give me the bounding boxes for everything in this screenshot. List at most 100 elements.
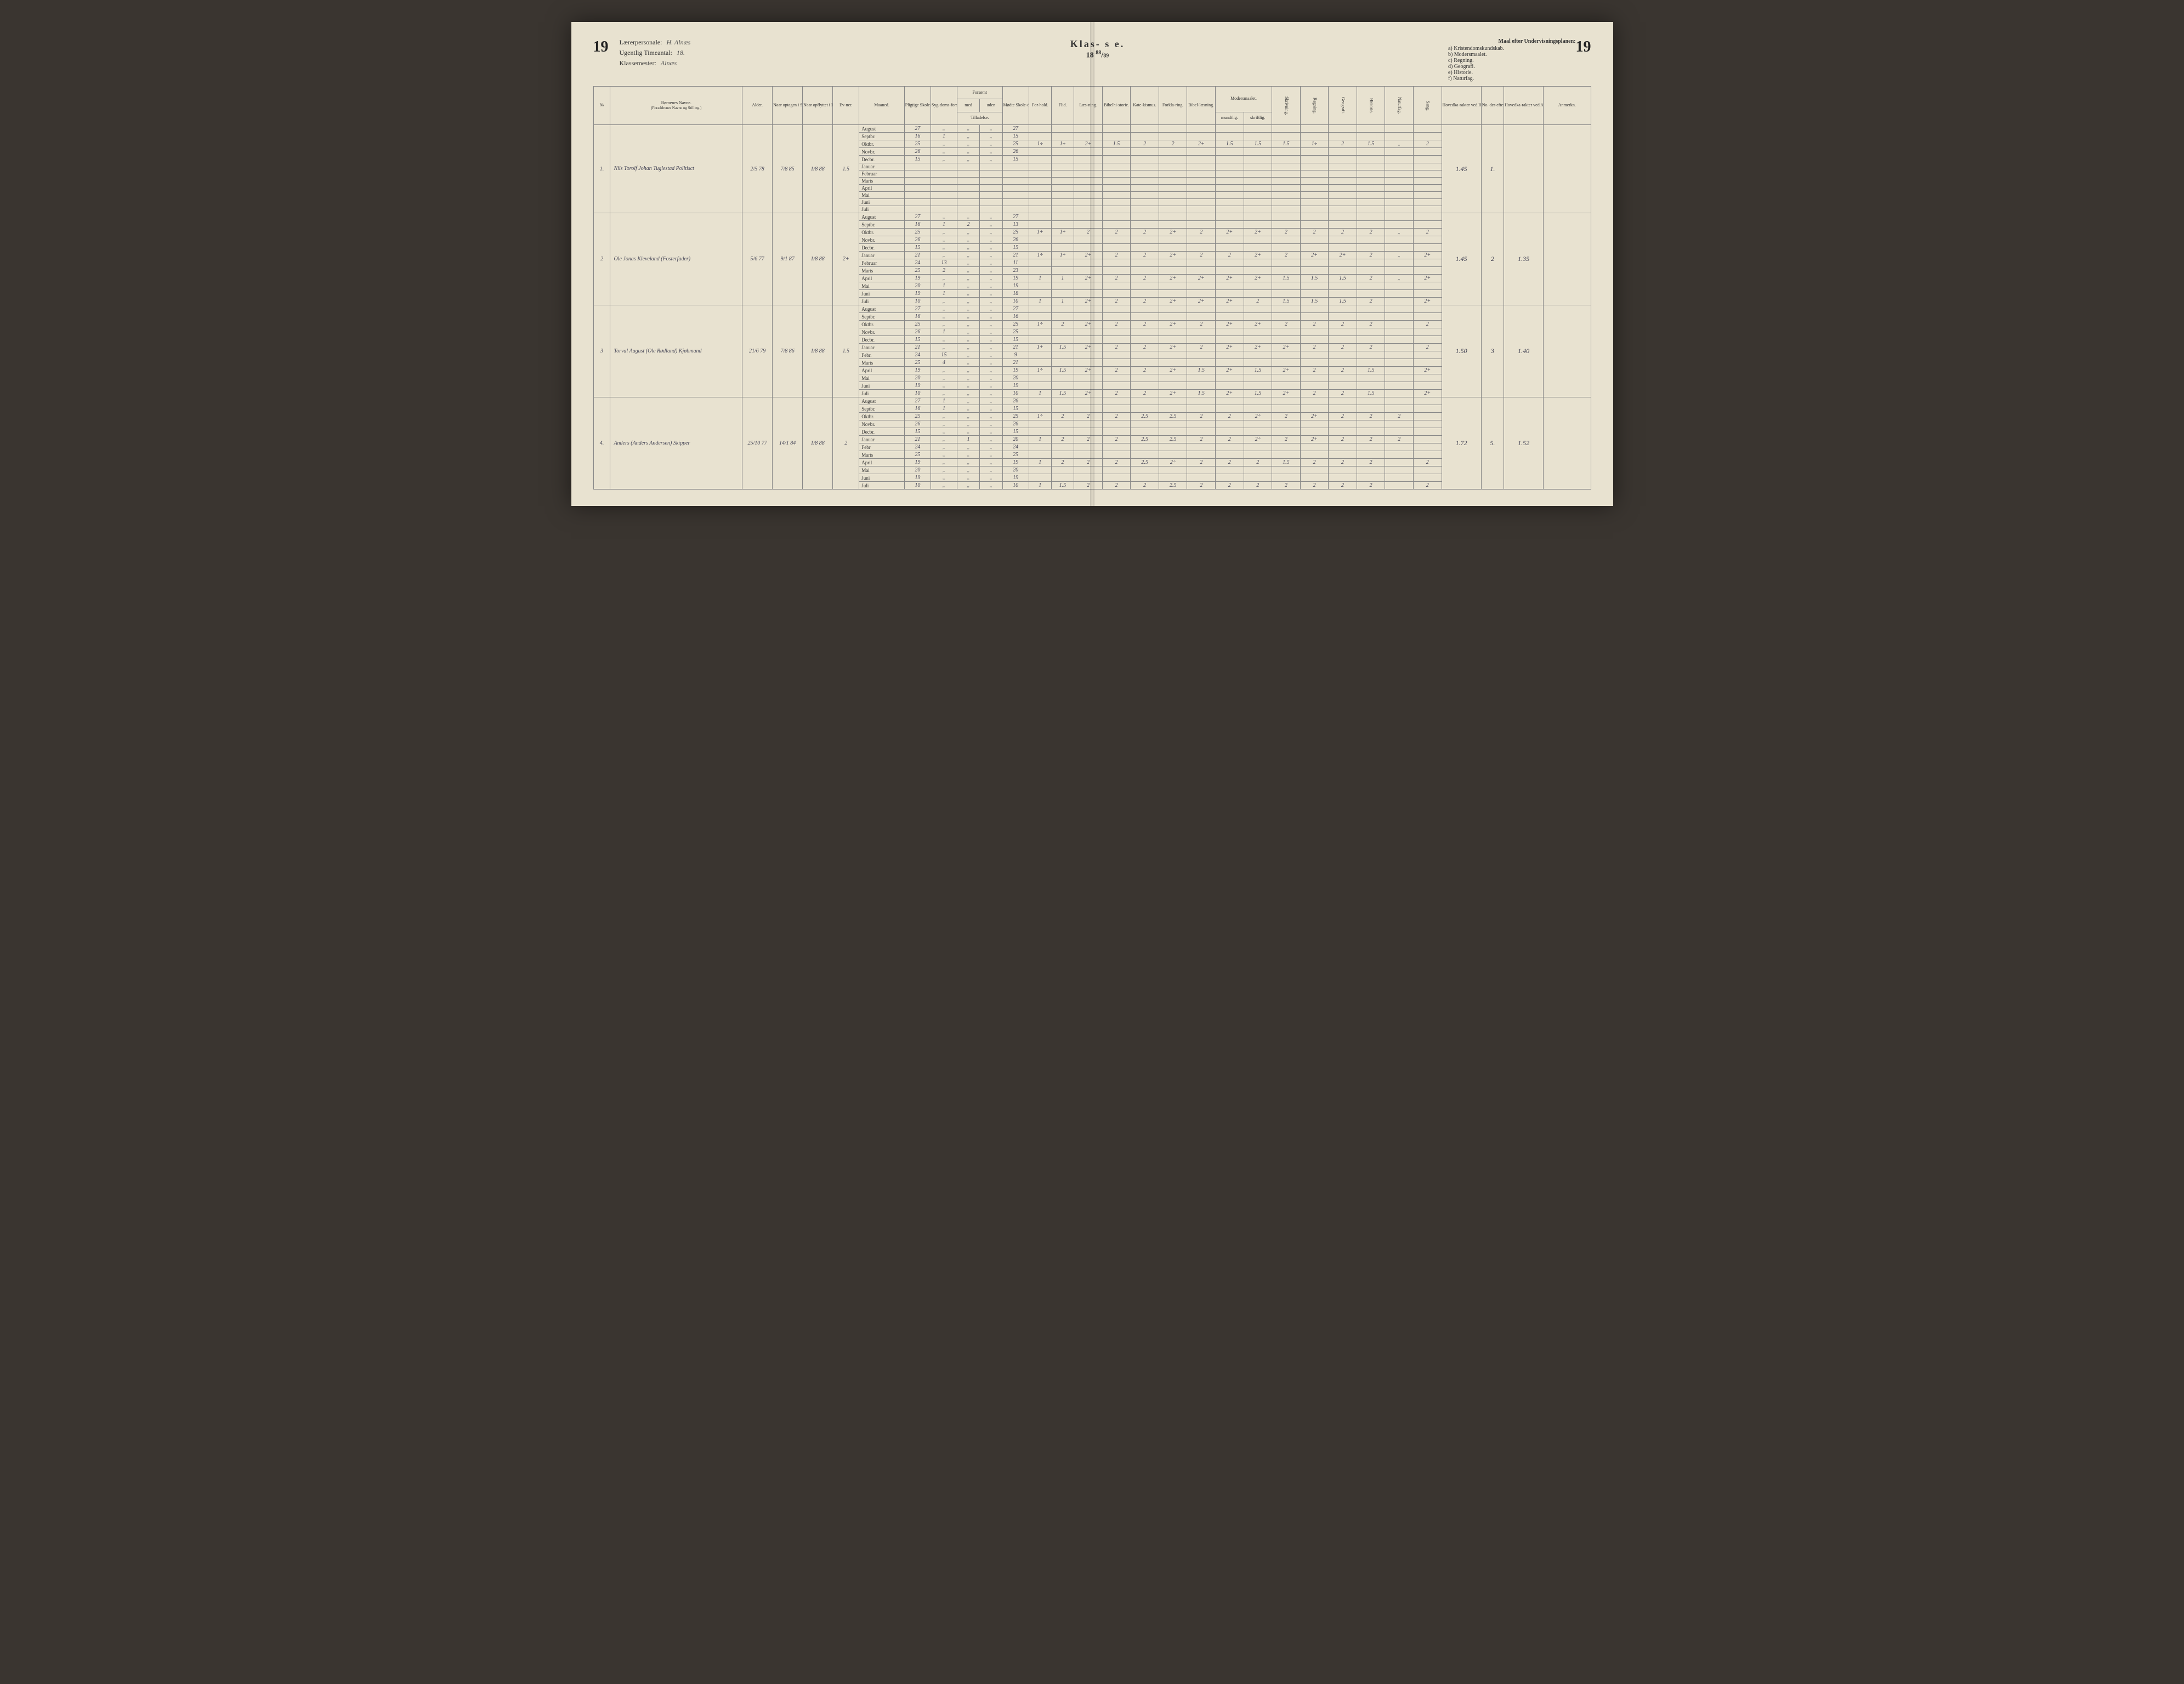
student-name: Torval August (Ole Rødland) Kjøbmand <box>610 305 742 397</box>
cell-med: „ <box>957 382 980 390</box>
grade-cell <box>1215 244 1244 252</box>
month-cell: Novbr. <box>859 420 905 428</box>
grade-cell: 2 <box>1131 344 1159 351</box>
grade-cell: 2 <box>1215 252 1244 259</box>
year-top: 88 <box>1096 50 1101 56</box>
cell-uden: „ <box>980 305 1002 313</box>
cell-med: „ <box>957 336 980 344</box>
cell-fl <box>1051 397 1074 405</box>
cell-fh: 1÷ <box>1029 252 1051 259</box>
grade-cell <box>1215 382 1244 390</box>
cell-syg: „ <box>931 428 957 436</box>
cell-syg: 1 <box>931 328 957 336</box>
grade-cell: 1.5 <box>1272 140 1301 148</box>
cell-uden: „ <box>980 374 1002 382</box>
cell-fh <box>1029 305 1051 313</box>
cell-med <box>957 206 980 213</box>
cell-syg: 13 <box>931 259 957 267</box>
cell-pl: 24 <box>904 443 931 451</box>
cell-mo: 19 <box>1002 474 1029 482</box>
cell-fl: 2 <box>1051 459 1074 466</box>
cell-fh <box>1029 156 1051 163</box>
maal-title: Maal efter Undervisningsplanen: <box>1257 38 1575 44</box>
grade-cell: 2+ <box>1159 321 1187 328</box>
cell-syg: 2 <box>931 267 957 275</box>
cell-uden: „ <box>980 275 1002 282</box>
month-cell: Septbr. <box>859 221 905 229</box>
grade-cell <box>1187 259 1216 267</box>
grade-cell <box>1215 336 1244 344</box>
grade-cell <box>1074 199 1103 206</box>
grade-cell <box>1215 451 1244 459</box>
cell-syg <box>931 185 957 192</box>
grade-cell <box>1074 428 1103 436</box>
cell-pl: 10 <box>904 482 931 490</box>
grade-cell <box>1244 125 1272 133</box>
grade-cell <box>1244 282 1272 290</box>
grade-cell <box>1357 199 1385 206</box>
student-name: Ole Jonas Kleveland (Fosterfader) <box>610 213 742 305</box>
grade-cell <box>1413 221 1442 229</box>
grade-cell <box>1329 405 1357 413</box>
grade-cell <box>1244 451 1272 459</box>
cell-mo: 13 <box>1002 221 1029 229</box>
grade-cell: 2 <box>1102 321 1131 328</box>
grade-cell <box>1131 336 1159 344</box>
grade-cell <box>1300 170 1329 178</box>
grade-cell <box>1131 313 1159 321</box>
grade-cell: 2 <box>1300 321 1329 328</box>
grade-cell <box>1413 282 1442 290</box>
grade-cell: 2 <box>1244 482 1272 490</box>
cell-fl <box>1051 282 1074 290</box>
grade-cell <box>1244 359 1272 367</box>
grade-cell <box>1385 443 1414 451</box>
grade-cell <box>1131 259 1159 267</box>
cell-pl: 15 <box>904 244 931 252</box>
cell-pl: 24 <box>904 351 931 359</box>
cell-pl: 16 <box>904 133 931 140</box>
student-alder: 25/10 77 <box>742 397 773 490</box>
month-cell: Juni <box>859 290 905 298</box>
grade-cell <box>1300 213 1329 221</box>
grade-cell: 1.5 <box>1272 298 1301 305</box>
month-cell: Mai <box>859 282 905 290</box>
cell-fh: 1 <box>1029 298 1051 305</box>
month-cell: August <box>859 305 905 313</box>
grade-cell <box>1357 259 1385 267</box>
grade-cell <box>1187 428 1216 436</box>
grade-cell <box>1215 192 1244 199</box>
grade-cell: 2.5 <box>1131 459 1159 466</box>
grade-cell: 2+ <box>1413 298 1442 305</box>
cell-mo <box>1002 192 1029 199</box>
cell-pl: 20 <box>904 282 931 290</box>
grade-cell <box>1131 244 1159 252</box>
cell-pl: 25 <box>904 267 931 275</box>
grade-cell: 2 <box>1329 229 1357 236</box>
grade-cell <box>1357 305 1385 313</box>
grade-cell <box>1215 405 1244 413</box>
grade-cell <box>1385 244 1414 252</box>
grade-cell <box>1074 359 1103 367</box>
month-cell: Novbr. <box>859 236 905 244</box>
grade-cell: 2 <box>1272 482 1301 490</box>
cell-uden: „ <box>980 259 1002 267</box>
cell-fl: 1 <box>1051 275 1074 282</box>
grade-cell <box>1385 259 1414 267</box>
cell-fl <box>1051 259 1074 267</box>
grade-cell <box>1215 185 1244 192</box>
grade-cell <box>1357 397 1385 405</box>
grade-cell: 2 <box>1102 275 1131 282</box>
cell-uden <box>980 170 1002 178</box>
cell-fl: 2 <box>1051 321 1074 328</box>
noeft: 1. <box>1481 125 1504 213</box>
cell-pl: 21 <box>904 252 931 259</box>
grade-cell <box>1413 397 1442 405</box>
grade-cell <box>1074 382 1103 390</box>
grade-cell <box>1215 199 1244 206</box>
grade-cell <box>1159 156 1187 163</box>
grade-cell <box>1385 290 1414 298</box>
grade-cell: 2 <box>1102 298 1131 305</box>
grade-cell <box>1074 236 1103 244</box>
grade-cell <box>1385 382 1414 390</box>
grade-cell <box>1300 185 1329 192</box>
